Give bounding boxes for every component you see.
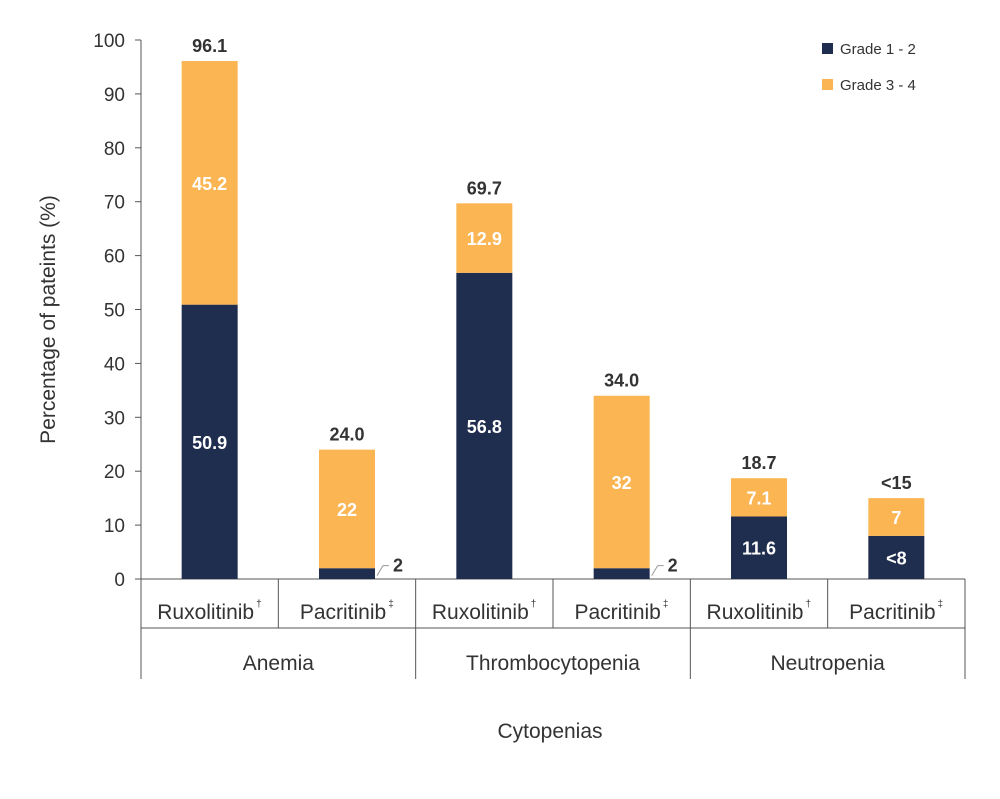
bar-segment-grade-3-4 xyxy=(593,395,650,569)
bar-segment-grade-3-4 xyxy=(731,478,787,517)
data-label-grade-1-2: 2 xyxy=(668,556,678,576)
y-tick-label: 0 xyxy=(114,570,125,591)
bar-segment-grade-1-2 xyxy=(593,568,650,579)
category-footnote-mark: ‡ xyxy=(663,599,669,610)
data-label-leader xyxy=(651,565,664,576)
y-tick-label: 70 xyxy=(104,193,125,214)
category-footnote-mark: † xyxy=(531,599,537,610)
legend-label: Grade 3 - 4 xyxy=(840,77,916,94)
data-label-grade-1-2: 11.6 xyxy=(742,539,776,559)
data-label-total: <15 xyxy=(881,473,912,493)
category-footnote-mark: ‡ xyxy=(388,599,394,610)
y-tick-label: 80 xyxy=(104,139,125,160)
data-label-grade-1-2: <8 xyxy=(886,548,907,568)
x-axis-title: Cytopenias xyxy=(497,720,602,743)
bar-segment-grade-3-4 xyxy=(181,61,238,305)
data-label-grade-3-4: 22 xyxy=(337,500,357,520)
data-label-grade-3-4: 7.1 xyxy=(746,488,771,508)
data-label-total: 24.0 xyxy=(329,425,364,445)
data-label-grade-3-4: 32 xyxy=(612,473,632,493)
y-tick-label: 100 xyxy=(93,31,125,52)
category-footnote-mark: † xyxy=(805,599,811,610)
group-label: Neutropenia xyxy=(770,652,885,675)
bar-segment-grade-1-2 xyxy=(731,516,787,579)
category-label: Ruxolitinib xyxy=(707,601,804,624)
data-label-grade-3-4: 7 xyxy=(891,508,901,528)
y-tick-label: 40 xyxy=(104,354,125,375)
group-label: Anemia xyxy=(243,652,315,675)
data-label-total: 69.7 xyxy=(467,178,502,198)
y-tick-label: 60 xyxy=(104,247,125,268)
y-tick-label: 20 xyxy=(104,462,125,483)
legend-label: Grade 1 - 2 xyxy=(840,41,916,58)
data-label-grade-3-4: 12.9 xyxy=(467,229,502,249)
category-label: Pacritinib xyxy=(300,601,386,624)
data-label-grade-1-2: 2 xyxy=(393,556,403,576)
y-tick-label: 90 xyxy=(104,85,125,106)
legend-swatch xyxy=(822,79,833,90)
bar-segment-grade-1-2 xyxy=(181,304,238,579)
category-label: Pacritinib xyxy=(574,601,660,624)
bar-segment-grade-3-4 xyxy=(456,203,513,273)
legend-swatch xyxy=(822,43,833,54)
bar-segment-grade-1-2 xyxy=(456,272,513,579)
bar-segment-grade-1-2 xyxy=(868,535,925,579)
bar-segment-grade-1-2 xyxy=(319,568,375,579)
data-label-total: 34.0 xyxy=(604,371,639,391)
category-footnote-mark: † xyxy=(256,599,262,610)
data-label-grade-1-2: 56.8 xyxy=(467,417,502,437)
bar-segment-grade-3-4 xyxy=(868,498,925,536)
y-axis-title: Percentage of pateints (%) xyxy=(37,195,60,444)
y-tick-label: 30 xyxy=(104,408,125,429)
group-label: Thrombocytopenia xyxy=(466,652,640,675)
y-tick-label: 50 xyxy=(104,301,125,322)
data-label-total: 96.1 xyxy=(192,36,227,56)
data-label-total: 18.7 xyxy=(741,453,776,473)
bar-segment-grade-3-4 xyxy=(319,449,375,569)
category-label: Pacritinib xyxy=(849,601,935,624)
category-footnote-mark: ‡ xyxy=(938,599,944,610)
data-label-leader xyxy=(376,565,389,576)
category-label: Ruxolitinib xyxy=(432,601,529,624)
data-label-grade-3-4: 45.2 xyxy=(192,174,227,194)
y-tick-label: 10 xyxy=(104,516,125,537)
category-label: Ruxolitinib xyxy=(157,601,254,624)
data-label-grade-1-2: 50.9 xyxy=(192,433,227,453)
